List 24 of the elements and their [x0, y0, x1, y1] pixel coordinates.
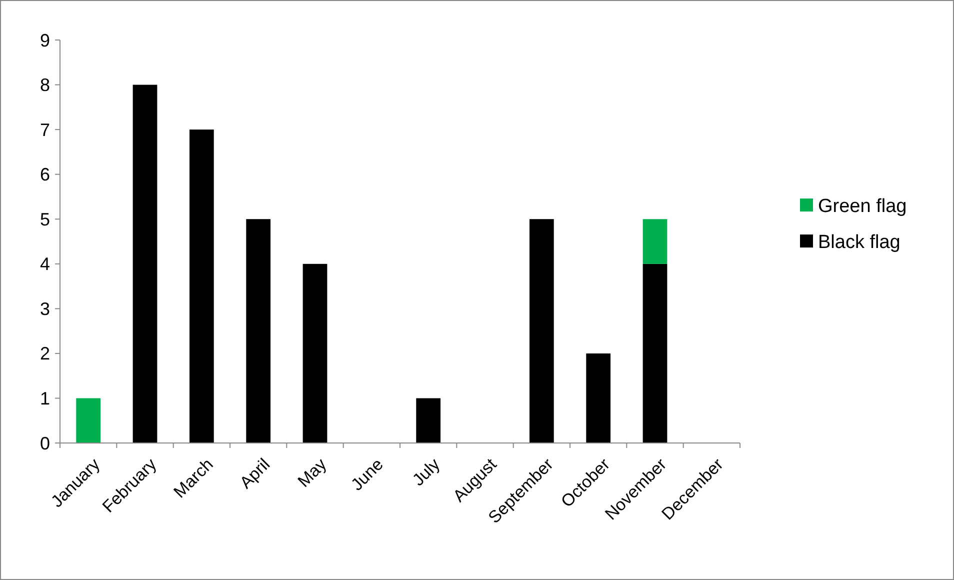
y-tick-label: 3: [40, 298, 50, 319]
y-tick-label: 7: [40, 120, 50, 140]
legend-label: Black flag: [818, 232, 900, 254]
bar: [302, 264, 328, 443]
y-tick-label: 2: [40, 344, 50, 364]
bar: [416, 398, 441, 443]
bar: [246, 219, 271, 443]
y-tick-label: 4: [40, 254, 50, 274]
x-tick-label: May: [294, 454, 331, 491]
bar: [132, 84, 158, 443]
bar: [642, 219, 668, 264]
x-tick-label: July: [408, 454, 444, 490]
y-tick-label: 6: [40, 164, 50, 185]
legend-label: Green flag: [818, 196, 907, 218]
y-tick-label: 0: [40, 433, 50, 454]
y-tick-label: 5: [40, 209, 50, 230]
bar: [586, 353, 611, 443]
bar: [642, 264, 668, 443]
bar: [529, 219, 554, 443]
y-tick-label: 9: [40, 30, 50, 50]
y-tick-label: 8: [40, 75, 50, 96]
bar: [76, 398, 101, 443]
bar: [189, 130, 214, 443]
y-tick-label: 1: [40, 388, 50, 409]
